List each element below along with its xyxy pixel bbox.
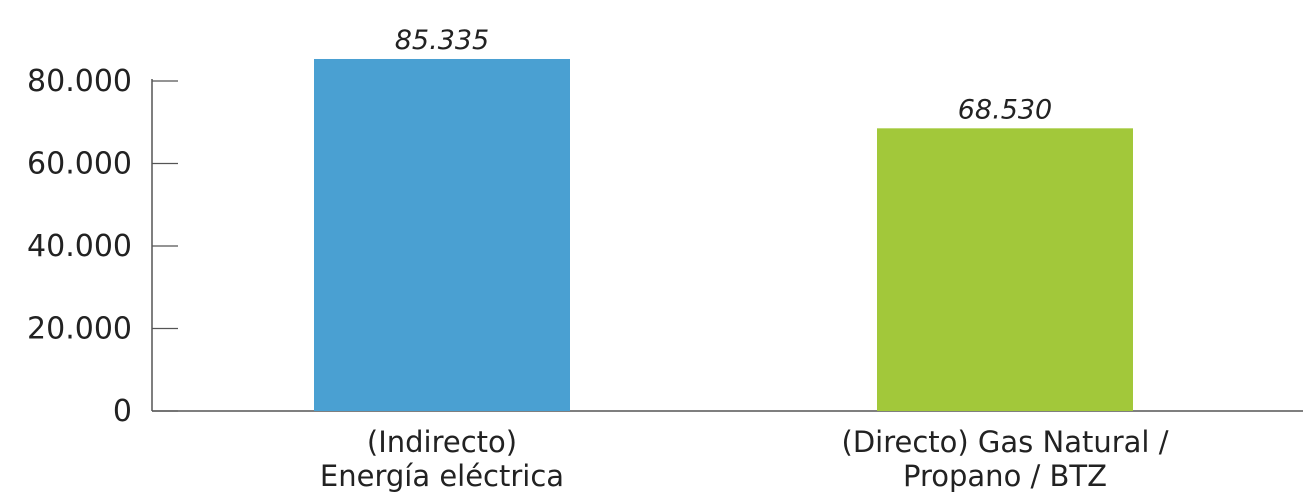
category-labels-group: (Indirecto)Energía eléctrica (Directo) Ga… <box>320 425 1169 493</box>
bars-group <box>314 58 1133 411</box>
x-category-label: (Indirecto) <box>367 425 517 459</box>
data-label: 85.335 <box>395 25 489 56</box>
y-tick-label: 0 <box>113 394 132 429</box>
y-tick-label: 20.000 <box>27 312 132 347</box>
data-label: 68.530 <box>958 94 1052 125</box>
bar <box>877 128 1133 411</box>
y-tick-label: 80.000 <box>27 64 132 99</box>
x-category-label: (Directo) Gas Natural / <box>842 425 1169 459</box>
y-tick-label: 40.000 <box>27 229 132 264</box>
x-category-label: Propano / BTZ <box>903 459 1107 493</box>
bar <box>314 58 570 411</box>
x-category-label: Energía eléctrica <box>320 459 564 493</box>
y-tick-label: 60.000 <box>27 147 132 182</box>
y-axis: 0 20.000 40.000 60.000 80.000 <box>27 64 178 429</box>
data-labels-group: 85.335 68.530 <box>395 25 1052 125</box>
